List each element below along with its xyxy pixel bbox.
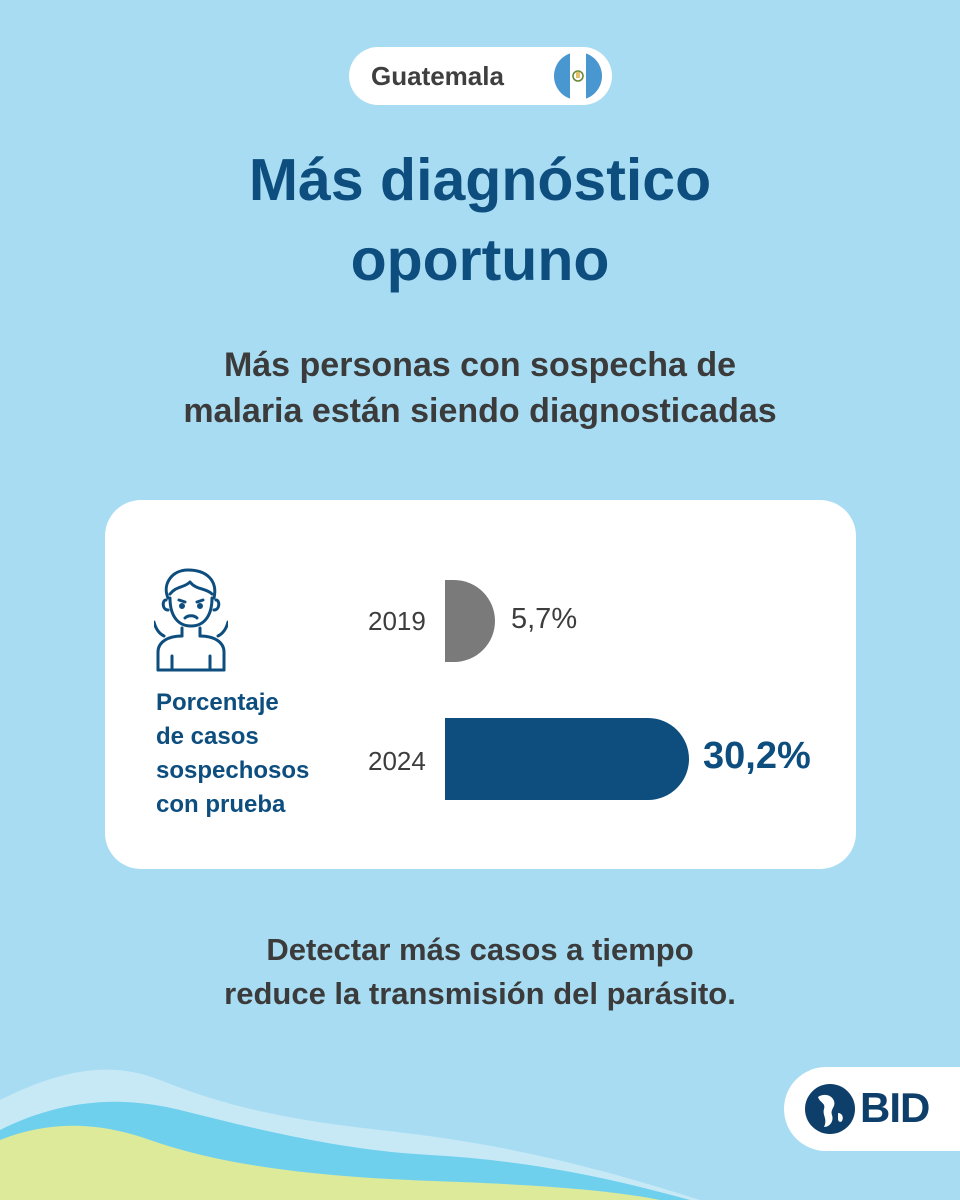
bid-logo: BID [784, 1067, 960, 1151]
title-line-2: oportuno [350, 227, 610, 293]
metric-label-line: sospechosos [156, 757, 310, 784]
metric-label-line: de casos [156, 723, 259, 750]
bar-2024 [445, 718, 689, 800]
title-line-1: Más diagnóstico [248, 147, 712, 213]
footer-line-2: reduce la transmisión del parásito. [224, 976, 736, 1011]
chart-card: Porcentaje de casos sospechosos con prue… [105, 500, 856, 869]
footer-line-1: Detectar más casos a tiempo [266, 932, 694, 967]
footer-text: Detectar más casos a tiempo reduce la tr… [0, 928, 960, 1016]
metric-label-line: con prueba [156, 791, 286, 818]
metric-label-line: Porcentaje [156, 689, 279, 716]
bid-logo-text: BID [860, 1084, 930, 1131]
value-label-2019: 5,7% [511, 603, 578, 636]
subtitle: Más personas con sospecha de malaria est… [0, 342, 960, 434]
category-label-2024: 2024 [368, 746, 426, 776]
bid-globe-icon [805, 1084, 855, 1134]
sick-person-icon [154, 568, 228, 672]
country-pill: Guatemala [349, 47, 612, 105]
guatemala-flag-icon [554, 52, 602, 100]
category-label-2019: 2019 [368, 606, 426, 636]
country-label: Guatemala [371, 61, 504, 91]
subtitle-line-1: Más personas con sospecha de [223, 346, 737, 384]
decorative-waves [0, 1069, 700, 1200]
metric-label: Porcentaje de casos sospechosos con prue… [156, 686, 356, 822]
bar-2019 [445, 580, 495, 662]
value-label-2024: 30,2% [703, 735, 811, 778]
page-title: Más diagnóstico oportuno [0, 140, 960, 300]
subtitle-line-2: malaria están siendo diagnosticadas [183, 392, 777, 430]
